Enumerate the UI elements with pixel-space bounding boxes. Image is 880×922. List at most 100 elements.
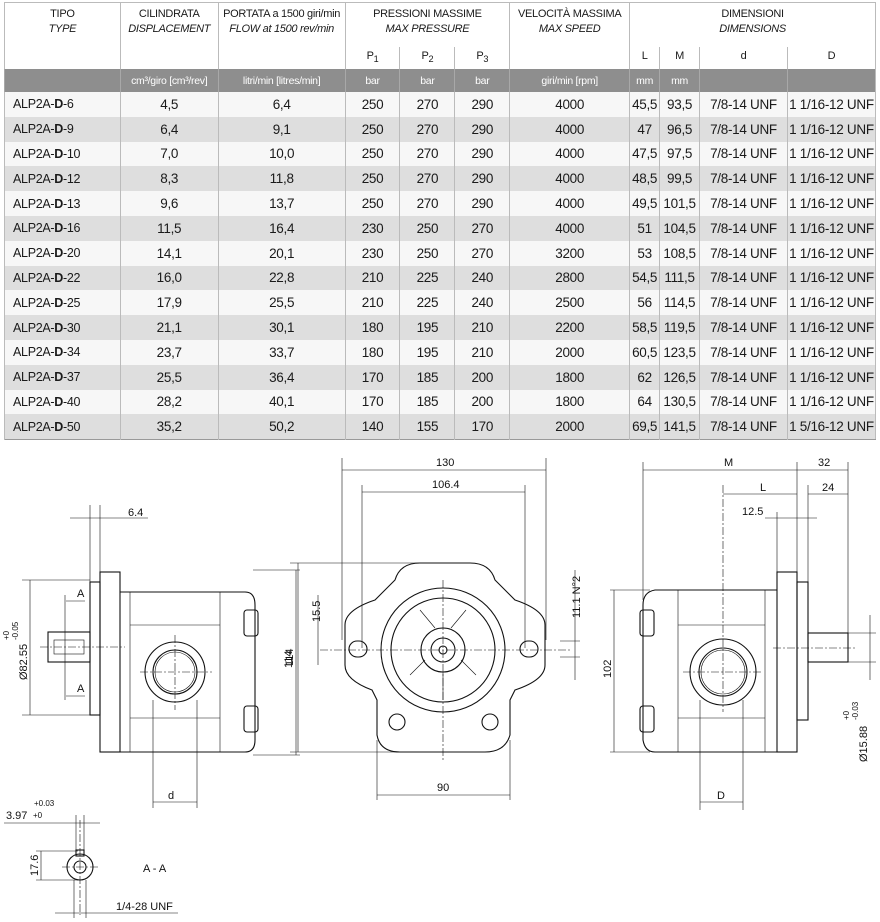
cell-p3: 270 [454, 215, 510, 241]
dim-key-tol-lower: +0 [33, 811, 43, 820]
cell-D: 1 1/16-12 UNF [786, 141, 876, 167]
unit-displacement: cm³/giro [cm³/rev] [119, 69, 219, 92]
cell-p3: 200 [454, 389, 510, 415]
cell-flow: 33,7 [217, 339, 346, 365]
dim-d-label: d [168, 790, 174, 802]
cell-flow: 36,4 [217, 364, 346, 390]
table-row: ALP2A-D-40 28,2 40,1 170 185 200 1800 64 130,5 7/… [4, 389, 876, 415]
dim-shaft-tol-upper: +0 [842, 710, 851, 720]
cell-type: ALP2A-D-34 [4, 339, 121, 365]
cell-M: 93,5 [659, 92, 700, 117]
cell-M: 99,5 [659, 166, 700, 192]
cell-type: ALP2A-D-9 [4, 116, 121, 142]
table-row: ALP2A-D-34 23,7 33,7 180 195 210 2000 60,5 123,5… [4, 339, 876, 365]
table-row: ALP2A-D-20 14,1 20,1 230 250 270 3200 53 108,5 7/… [4, 240, 876, 266]
header-displacement: CILINDRATA DISPLACEMENT [119, 2, 219, 69]
cell-disp: 8,3 [119, 166, 219, 192]
cell-p1: 210 [344, 265, 400, 291]
cell-p1: 140 [344, 414, 400, 440]
cell-M: 126,5 [659, 364, 700, 390]
cell-p2: 270 [399, 141, 455, 167]
cell-D: 1 1/16-12 UNF [786, 265, 876, 291]
cell-p1: 230 [344, 215, 400, 241]
cell-p2: 155 [399, 414, 455, 440]
section-aa-label: A - A [143, 863, 167, 875]
dim-pilot-tol-lower: -0.05 [11, 621, 20, 640]
cell-p3: 210 [454, 315, 510, 340]
cell-d: 7/8-14 UNF [699, 166, 788, 192]
dim-pilot-label: Ø82.55 [18, 644, 30, 680]
cell-d: 7/8-14 UNF [699, 290, 788, 316]
table-row: ALP2A-D-37 25,5 36,4 170 185 200 1800 62 126,5 7/… [4, 364, 876, 390]
cell-p1: 170 [344, 389, 400, 415]
cell-flow: 22,8 [217, 265, 346, 291]
cell-M: 108,5 [659, 240, 700, 266]
cell-flow: 13,7 [217, 191, 346, 216]
cell-flow: 16,4 [217, 215, 346, 241]
table-row: ALP2A-D-50 35,2 50,2 140 155 170 2000 69,5 141,5… [4, 414, 876, 440]
cell-p3: 270 [454, 240, 510, 266]
cell-flow: 11,8 [217, 166, 346, 192]
unit-flow: litri/min [litres/min] [217, 69, 346, 92]
cell-disp: 21,1 [119, 315, 219, 340]
dim-height-front: 114 [284, 648, 296, 666]
cell-disp: 11,5 [119, 215, 219, 241]
table-row: ALP2A-D-10 7,0 10,0 250 270 290 4000 47,5 97,5 7/… [4, 141, 876, 167]
unit-p2: bar [399, 69, 455, 92]
header-p2: P2 [399, 47, 455, 69]
dim-base-label: 90 [437, 782, 449, 794]
cell-flow: 20,1 [217, 240, 346, 266]
cell-p2: 195 [399, 339, 455, 365]
cell-M: 101,5 [659, 191, 700, 216]
dim-pilot-tol-upper: +0 [2, 630, 11, 640]
cell-disp: 23,7 [119, 339, 219, 365]
cell-p3: 290 [454, 92, 510, 117]
cell-p3: 290 [454, 191, 510, 216]
cell-D: 1 1/16-12 UNF [786, 116, 876, 142]
unit-speed: giri/min [rpm] [509, 69, 630, 92]
cell-L: 53 [629, 240, 660, 266]
cell-L: 64 [629, 389, 660, 415]
cell-p1: 210 [344, 290, 400, 316]
cell-D: 1 1/16-12 UNF [786, 215, 876, 241]
cell-D: 1 1/16-12 UNF [786, 389, 876, 415]
cell-disp: 28,2 [119, 389, 219, 415]
cell-speed: 2500 [509, 290, 630, 316]
dim-slot-label: 15.5 [311, 601, 323, 622]
cell-p2: 185 [399, 389, 455, 415]
cell-p1: 180 [344, 339, 400, 365]
cell-p2: 225 [399, 265, 455, 291]
dim-24-label: 24 [822, 482, 834, 494]
header-type: TIPO TYPE [4, 2, 121, 69]
cell-D: 1 1/16-12 UNF [786, 240, 876, 266]
cell-speed: 4000 [509, 191, 630, 216]
cell-p3: 240 [454, 290, 510, 316]
cell-type: ALP2A-D-6 [4, 92, 121, 117]
header-flow: PORTATA a 1500 giri/min FLOW at 1500 rev/… [217, 2, 346, 69]
cell-D: 1 1/16-12 UNF [786, 339, 876, 365]
cell-p3: 210 [454, 339, 510, 365]
cell-M: 123,5 [659, 339, 700, 365]
cell-flow: 30,1 [217, 315, 346, 340]
cell-L: 51 [629, 215, 660, 241]
cell-M: 96,5 [659, 116, 700, 142]
cell-D: 1 1/16-12 UNF [786, 364, 876, 390]
cell-type: ALP2A-D-25 [4, 290, 121, 316]
right-view-drawing: M 32 L 24 12.5 D 102 Ø15.88 -0.03 +0 [602, 457, 876, 810]
section-aa-drawing: 3.97 +0.03 +0 17.6 A - A 1/4-28 UNF [4, 799, 178, 918]
cell-d: 7/8-14 UNF [699, 191, 788, 216]
cell-flow: 25,5 [217, 290, 346, 316]
cell-type: ALP2A-D-20 [4, 240, 121, 266]
header-pressure: PRESSIONI MASSIME MAX PRESSURE [344, 2, 510, 47]
header-M: M [659, 47, 700, 69]
cell-L: 54,5 [629, 265, 660, 291]
cell-type: ALP2A-D-50 [4, 414, 121, 440]
cell-d: 7/8-14 UNF [699, 240, 788, 266]
cell-d: 7/8-14 UNF [699, 141, 788, 167]
cell-speed: 4000 [509, 166, 630, 192]
cell-D: 1 1/16-12 UNF [786, 315, 876, 340]
dim-shaft-tol-lower: -0.03 [851, 701, 860, 720]
cell-p3: 200 [454, 364, 510, 390]
cell-speed: 1800 [509, 389, 630, 415]
cell-M: 104,5 [659, 215, 700, 241]
